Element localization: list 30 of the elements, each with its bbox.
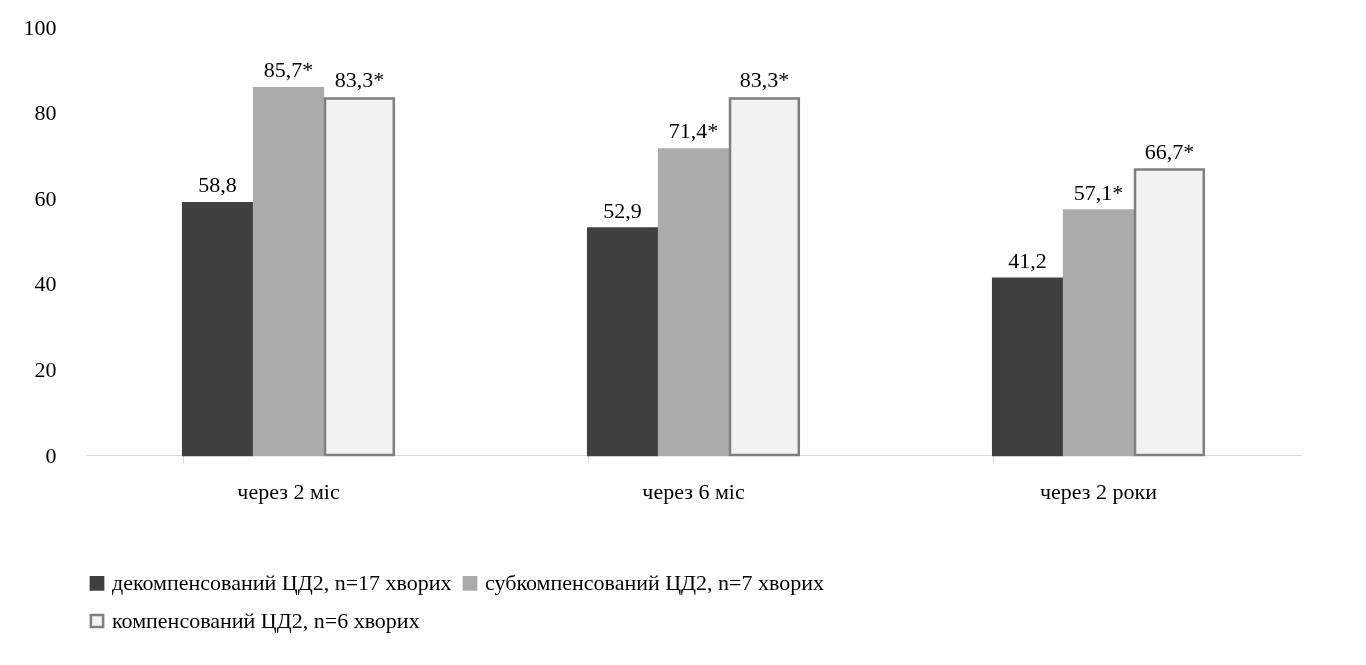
y-tick-label: 80 <box>34 100 57 126</box>
data-label: 83,3* <box>739 67 790 93</box>
bar <box>586 227 659 457</box>
data-label: 71,4* <box>668 118 719 144</box>
legend-label: декомпенсований ЦД2, n=17 хворих <box>112 570 452 596</box>
bar <box>728 97 801 457</box>
data-label: 66,7* <box>1144 138 1195 164</box>
x-tick-label: через 2 міс <box>237 478 340 504</box>
bar <box>1062 209 1135 457</box>
y-tick-label: 40 <box>34 271 57 297</box>
bar <box>181 202 254 457</box>
bar <box>323 97 396 457</box>
data-label: 83,3* <box>334 67 385 93</box>
y-tick-label: 100 <box>23 14 57 40</box>
x-tick-label: через 6 міс <box>642 478 745 504</box>
bar <box>991 277 1064 457</box>
bar <box>1133 168 1206 457</box>
y-tick-label: 20 <box>34 356 57 382</box>
bar <box>252 86 325 457</box>
data-label: 41,2 <box>1008 247 1047 273</box>
data-label: 85,7* <box>263 57 314 83</box>
bar <box>657 148 730 457</box>
y-tick-label: 60 <box>34 185 57 211</box>
y-tick-label: 0 <box>45 442 57 468</box>
legend-label: компенсований ЦД2, n=6 хворих <box>112 608 420 633</box>
data-label: 52,9 <box>603 197 642 223</box>
data-label: 58,8 <box>198 172 237 198</box>
legend-label: субкомпенсований ЦД2, n=7 хворих <box>485 570 825 596</box>
x-tick-label: через 2 роки <box>1039 478 1158 504</box>
data-label: 57,1* <box>1073 179 1124 205</box>
